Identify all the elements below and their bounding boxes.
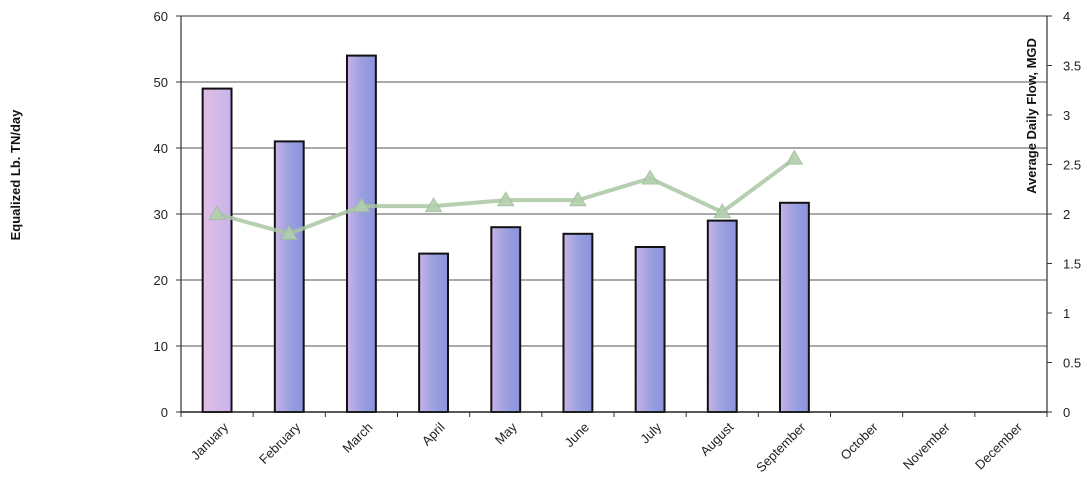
grid-lines — [181, 15, 1047, 347]
left-tick-label: 0 — [161, 405, 168, 420]
left-tick-label: 60 — [154, 9, 168, 24]
flow-marker-may — [496, 191, 515, 207]
x-tick-label-february: February — [256, 419, 304, 467]
right-tick-label: 1 — [1063, 306, 1070, 321]
x-tick-label-june: June — [561, 420, 592, 451]
bar-june — [562, 232, 594, 413]
right-tick-label: 0 — [1063, 405, 1070, 420]
x-tick-label-december: December — [972, 419, 1025, 472]
x-tick-label-january: January — [188, 419, 232, 463]
bar-series — [201, 54, 810, 413]
right-tick-label: 3.5 — [1063, 59, 1081, 74]
x-tick-label-july: July — [637, 419, 664, 446]
flow-marker-april — [424, 197, 443, 213]
bar-march — [345, 54, 377, 413]
bar-april — [418, 252, 450, 413]
left-tick-label: 40 — [154, 141, 168, 156]
flow-marker-july — [641, 169, 659, 185]
bar-september — [778, 201, 810, 413]
bar-may — [490, 226, 522, 413]
left-tick-label: 30 — [154, 207, 168, 222]
right-tick-label: 4 — [1063, 9, 1070, 24]
left-tick-label: 50 — [154, 75, 168, 90]
x-tick-label-march: March — [339, 420, 375, 456]
right-axis-ticks: 0 0.5 1 1.5 2 2.5 3 3.5 4 — [1047, 9, 1081, 420]
flow-marker-september — [785, 149, 804, 165]
x-tick-label-september: September — [753, 419, 809, 475]
left-tick-label: 10 — [154, 339, 168, 354]
bar-february — [273, 140, 305, 413]
right-tick-label: 2 — [1063, 207, 1070, 222]
x-tick-label-october: October — [837, 419, 881, 463]
flow-line-series — [208, 149, 804, 240]
flow-marker-february — [280, 224, 299, 240]
x-tick-label-november: November — [900, 419, 953, 472]
left-axis-ticks: 0 10 20 30 40 50 60 — [154, 9, 181, 420]
right-tick-label: 2.5 — [1063, 158, 1081, 173]
x-tick-label-april: April — [419, 419, 448, 448]
bar-july — [634, 246, 666, 413]
right-axis-title: Average Daily Flow, MGD — [1024, 38, 1039, 194]
right-tick-label: 0.5 — [1063, 356, 1081, 371]
bar-january — [201, 87, 233, 413]
right-tick-label: 1.5 — [1063, 257, 1081, 272]
flow-marker-march — [352, 197, 371, 213]
bar-august — [706, 219, 738, 413]
x-tick-label-may: May — [492, 419, 520, 447]
right-tick-label: 3 — [1063, 108, 1070, 123]
flow-marker-june — [569, 191, 587, 207]
left-axis-title: Equalized Lb. TN/day — [8, 109, 23, 241]
flow-marker-january — [208, 205, 226, 221]
left-tick-label: 20 — [154, 273, 168, 288]
flow-marker-august — [713, 203, 732, 219]
x-tick-label-august: August — [697, 419, 736, 458]
x-axis-ticks: January February March April May June July Augu… — [180, 412, 1048, 475]
